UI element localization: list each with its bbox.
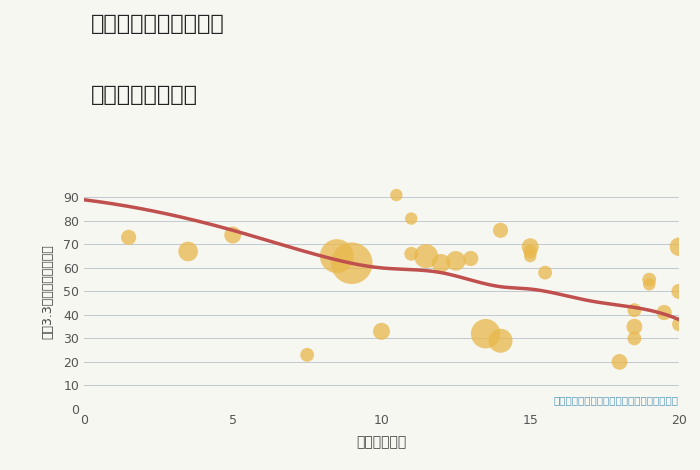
Text: 神奈川県平塚市高村の: 神奈川県平塚市高村の <box>91 14 225 34</box>
Point <box>406 250 417 258</box>
Point <box>391 191 402 199</box>
Point <box>435 259 447 267</box>
Point <box>331 252 342 260</box>
Point <box>421 252 432 260</box>
Text: 駅距離別土地価格: 駅距離別土地価格 <box>91 85 198 105</box>
Point <box>614 358 625 366</box>
Text: 円の大きさは、取引のあった物件面積を示す: 円の大きさは、取引のあった物件面積を示す <box>554 395 679 405</box>
Point <box>465 255 476 262</box>
Point <box>302 351 313 359</box>
Point <box>376 328 387 335</box>
Point <box>183 248 194 255</box>
Point <box>227 231 238 239</box>
Point <box>346 259 357 267</box>
Point <box>629 335 640 342</box>
Point <box>644 281 655 288</box>
Point <box>644 276 655 283</box>
Point <box>525 248 536 255</box>
Point <box>629 323 640 330</box>
Point <box>480 330 491 337</box>
Point <box>525 243 536 251</box>
Point <box>495 337 506 345</box>
Point <box>123 234 134 241</box>
Point <box>525 252 536 260</box>
Point <box>629 306 640 314</box>
Point <box>450 257 461 265</box>
Point <box>673 243 685 251</box>
Point <box>540 269 551 276</box>
Point <box>673 288 685 295</box>
X-axis label: 駅距離（分）: 駅距離（分） <box>356 435 407 449</box>
Point <box>495 227 506 234</box>
Y-axis label: 坪（3.3㎡）単価（万円）: 坪（3.3㎡）単価（万円） <box>42 244 55 339</box>
Point <box>406 215 417 222</box>
Point <box>673 321 685 328</box>
Point <box>659 309 670 316</box>
